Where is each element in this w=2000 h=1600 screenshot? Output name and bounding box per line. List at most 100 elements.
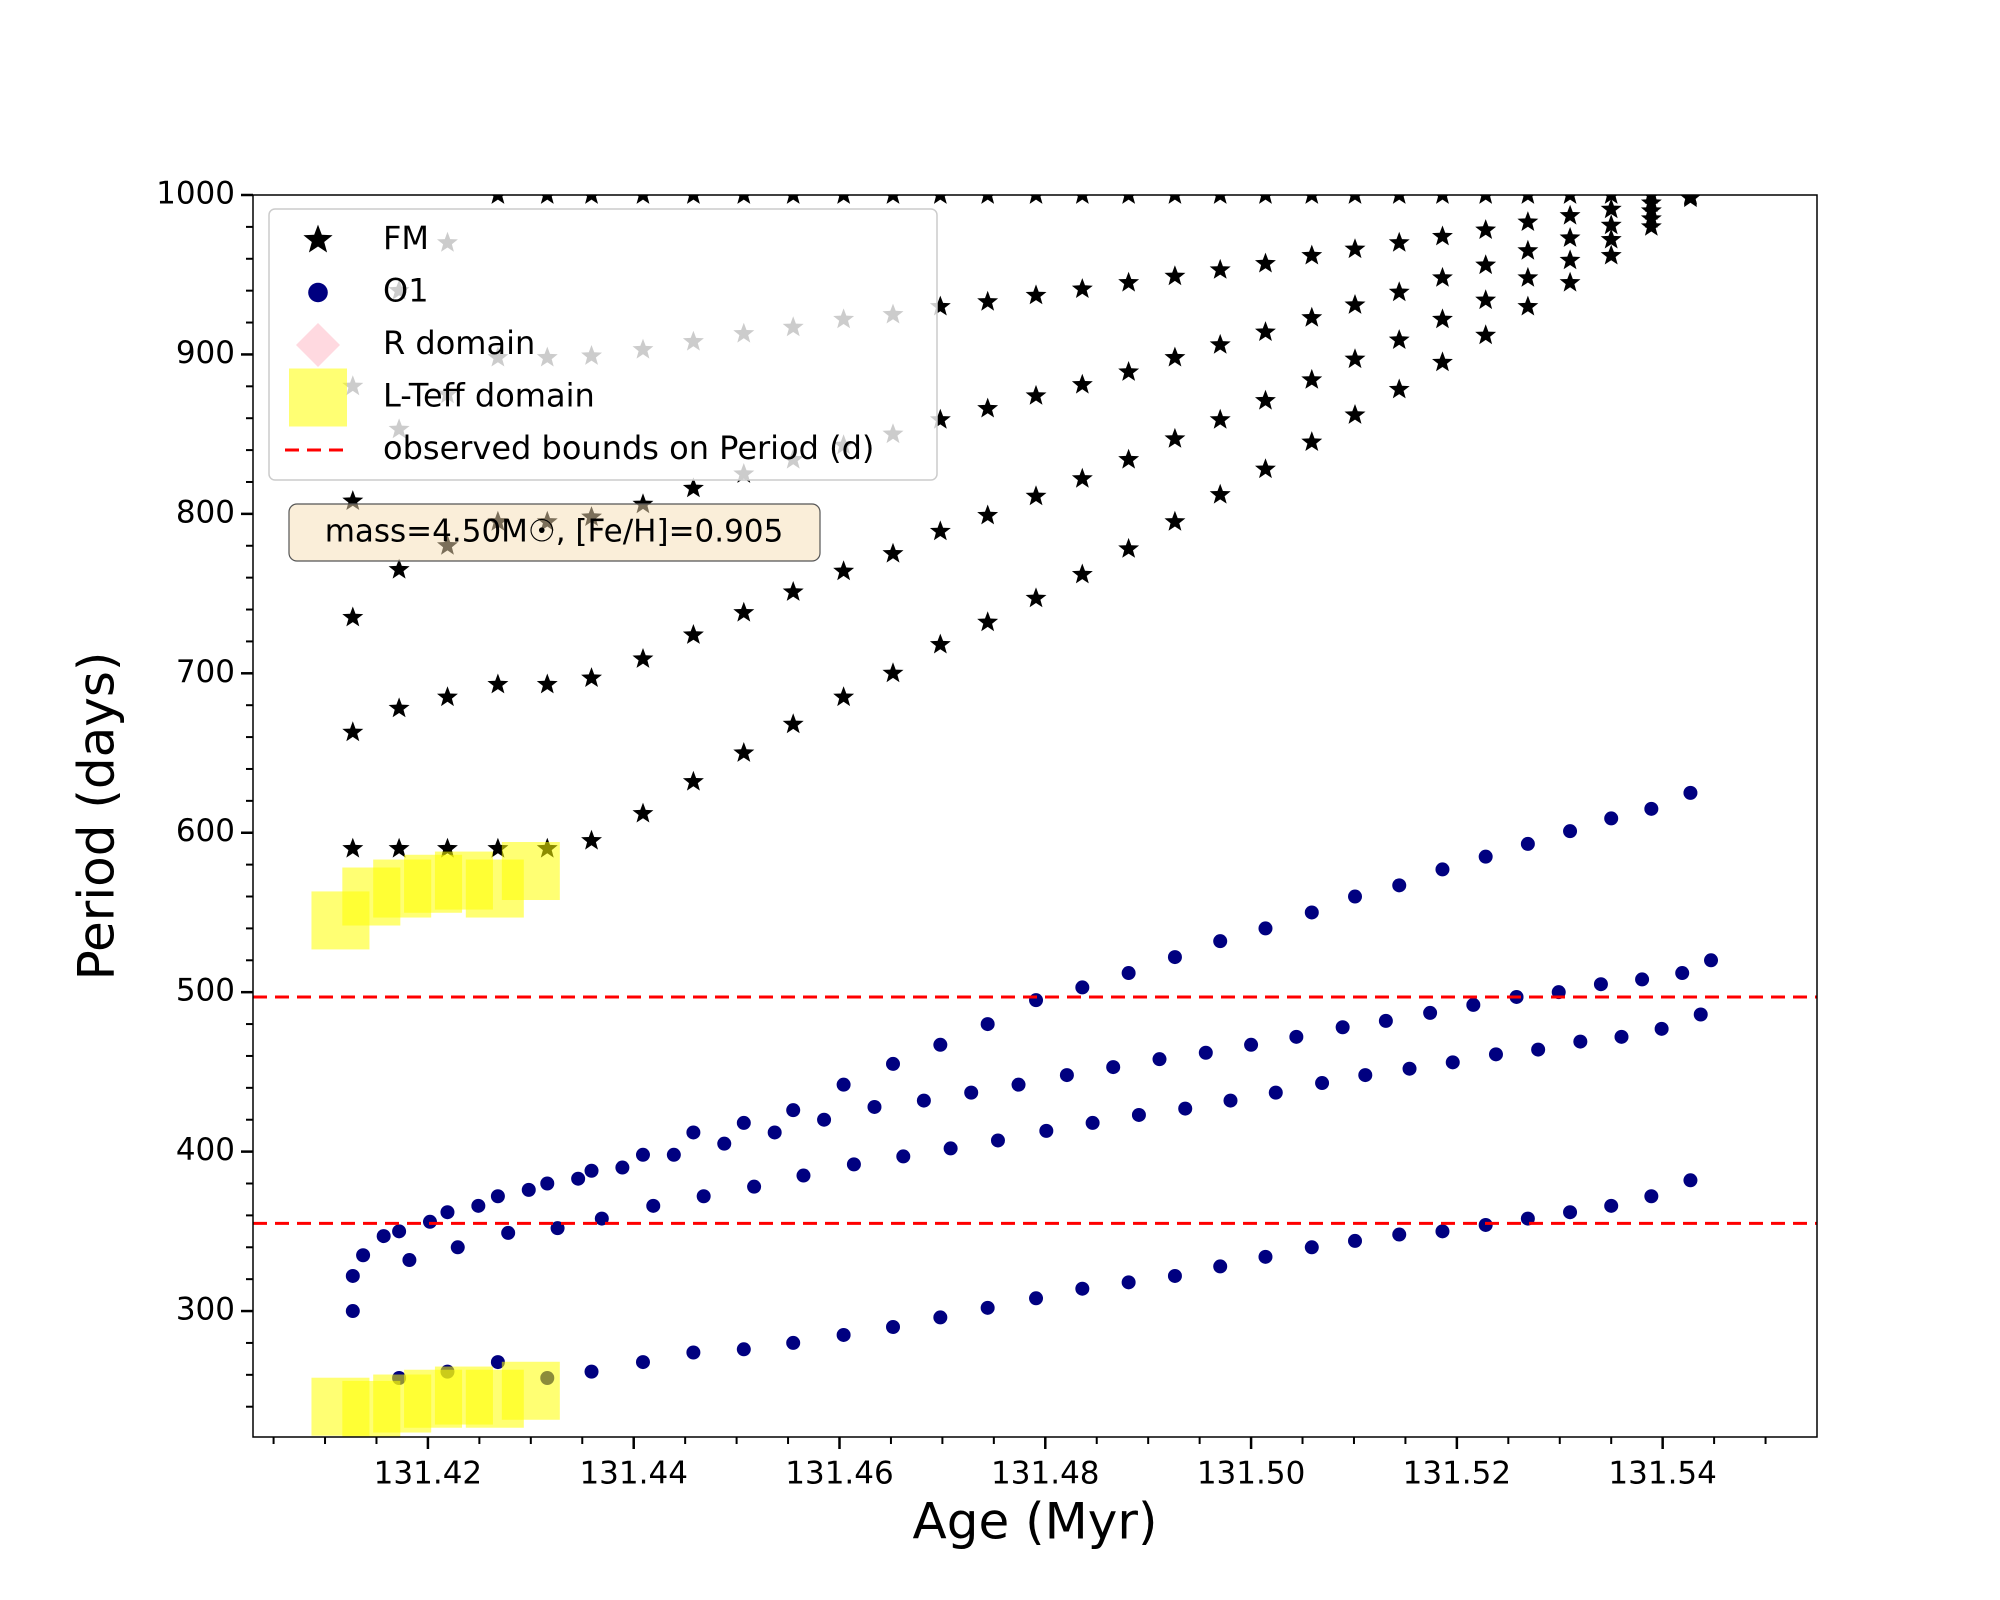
star-marker <box>977 611 999 632</box>
circle-marker <box>521 1182 536 1197</box>
circle-marker <box>1488 1047 1503 1062</box>
circle-marker <box>1644 1189 1659 1204</box>
circle-marker <box>1304 905 1319 920</box>
star-marker <box>1301 431 1323 451</box>
star-marker <box>929 633 951 654</box>
circle-marker <box>1167 1268 1182 1283</box>
circle-marker <box>1011 1077 1026 1092</box>
star-marker <box>632 648 654 668</box>
circle-marker <box>1039 1123 1054 1138</box>
star-marker <box>882 542 904 563</box>
star-marker <box>1432 225 1453 246</box>
star-marker <box>1644 195 1658 204</box>
circle-marker <box>767 1125 782 1140</box>
star-marker <box>1118 448 1140 469</box>
circle-marker <box>1563 824 1578 839</box>
star-marker <box>886 195 900 204</box>
star-marker <box>1118 537 1140 558</box>
star-marker <box>1255 321 1276 341</box>
star-marker <box>632 802 654 823</box>
star-marker <box>1209 258 1231 279</box>
annotation-box <box>288 503 821 562</box>
star-marker <box>1600 244 1622 265</box>
x-tick-label: 131.42 <box>374 1456 482 1492</box>
star-marker <box>1388 378 1410 399</box>
circle-marker <box>1106 1060 1121 1075</box>
circle-marker <box>1075 980 1090 995</box>
plot-area <box>253 195 1817 1437</box>
circle-marker <box>1423 1005 1438 1020</box>
circle-marker <box>308 282 328 303</box>
star-marker <box>1168 195 1182 204</box>
circle-marker <box>796 1168 811 1183</box>
circle-marker <box>933 1310 948 1325</box>
circle-marker <box>1563 1205 1578 1220</box>
star-marker <box>1029 195 1043 204</box>
circle-marker <box>867 1099 882 1114</box>
star-marker <box>1071 467 1093 488</box>
circle-marker <box>356 1248 371 1263</box>
y-tick-label: 700 <box>176 654 235 690</box>
star-marker <box>786 195 800 204</box>
circle-marker <box>817 1112 832 1127</box>
y-tick-label: 400 <box>176 1132 235 1168</box>
y-tick-label: 600 <box>176 813 235 849</box>
star-marker <box>733 742 755 762</box>
x-tick-label: 131.48 <box>991 1456 1099 1492</box>
circle-marker <box>846 1157 861 1172</box>
star-marker <box>929 520 951 541</box>
circle-marker <box>450 1240 465 1255</box>
star-marker <box>682 477 704 498</box>
star-marker <box>1559 227 1581 247</box>
circle-marker <box>540 1176 555 1191</box>
star-marker <box>1517 239 1539 260</box>
circle-marker <box>635 1147 650 1162</box>
circle-marker <box>747 1179 762 1194</box>
star-marker <box>1305 195 1319 204</box>
star-marker <box>929 295 951 316</box>
circle-marker <box>1675 966 1690 981</box>
star-marker <box>303 224 333 253</box>
circle-marker <box>686 1125 701 1140</box>
circle-marker <box>836 1327 851 1342</box>
circle-marker <box>990 1133 1005 1148</box>
circle-marker <box>1654 1021 1669 1036</box>
circle-marker <box>1604 1198 1619 1213</box>
circle-marker <box>1167 950 1182 965</box>
star-marker <box>682 770 704 791</box>
legend-label: O1 <box>383 272 429 310</box>
circle-marker <box>345 1268 360 1283</box>
star-marker <box>1164 265 1186 286</box>
circle-marker <box>736 1342 751 1357</box>
star-marker <box>1118 271 1140 292</box>
star-marker <box>1600 214 1622 235</box>
star-marker <box>636 195 650 204</box>
y-tick-label: 900 <box>176 335 235 371</box>
x-tick-label: 131.54 <box>1608 1456 1716 1492</box>
star-marker <box>833 686 855 707</box>
star-marker <box>981 195 995 204</box>
circle-marker <box>1614 1029 1629 1044</box>
circle-marker <box>916 1093 931 1108</box>
star-marker <box>1475 254 1497 275</box>
circle-marker <box>1704 953 1719 968</box>
star-marker <box>1600 228 1622 249</box>
circle-marker <box>1178 1101 1193 1116</box>
circle-marker <box>615 1160 630 1175</box>
circle-marker <box>1059 1068 1074 1083</box>
circle-marker <box>1029 993 1044 1008</box>
star-marker <box>1301 244 1323 265</box>
star-marker <box>837 195 851 204</box>
star-marker <box>833 560 855 581</box>
circle-marker <box>717 1136 732 1151</box>
star-marker <box>1600 198 1622 219</box>
star-marker <box>1517 211 1539 231</box>
circle-marker <box>1075 1281 1090 1296</box>
star-marker <box>1640 207 1662 228</box>
star-marker <box>1071 373 1093 394</box>
circle-marker <box>1644 801 1659 816</box>
star-marker <box>1301 368 1323 389</box>
circle-marker <box>1593 977 1608 992</box>
circle-marker <box>980 1300 995 1315</box>
star-marker <box>1122 195 1136 204</box>
